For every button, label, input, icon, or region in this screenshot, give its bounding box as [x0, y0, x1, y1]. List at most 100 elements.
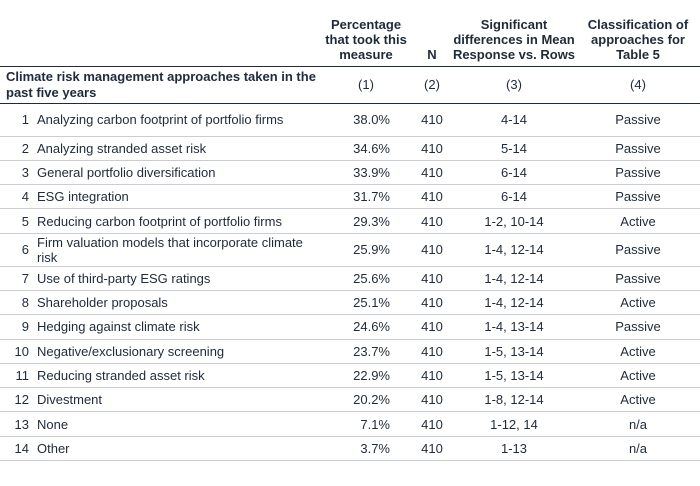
row-classification: Active	[576, 363, 700, 389]
row-percentage: 29.3%	[320, 208, 412, 234]
row-label: ESG integration	[37, 184, 320, 210]
row-number: 11	[0, 363, 37, 389]
row-n: 410	[412, 136, 452, 161]
row-label: General portfolio diversification	[37, 160, 320, 186]
row-n: 410	[412, 436, 452, 462]
table-row: 4 ESG integration 31.7% 410 6-14 Passive	[0, 184, 700, 210]
row-group-title: Climate risk management approaches taken…	[0, 65, 320, 104]
row-label: Hedging against climate risk	[37, 314, 320, 340]
table-row: 7 Use of third-party ESG ratings 25.6% 410 1…	[0, 266, 700, 291]
row-n: 410	[412, 208, 452, 234]
col-number-2: (2)	[412, 65, 452, 104]
row-label: Reducing carbon footprint of portfolio f…	[37, 208, 320, 234]
row-classification: n/a	[576, 411, 700, 437]
row-n: 410	[412, 314, 452, 340]
row-percentage: 33.9%	[320, 160, 412, 186]
row-label: Analyzing carbon footprint of portfolio …	[37, 103, 320, 137]
row-classification: Active	[576, 290, 700, 316]
row-classification: n/a	[576, 436, 700, 462]
row-number: 6	[0, 233, 37, 267]
table-row: 14 Other 3.7% 410 1-13 n/a	[0, 436, 700, 462]
row-differences: 5-14	[452, 136, 576, 161]
table-row: 8 Shareholder proposals 25.1% 410 1-4, 12-14…	[0, 290, 700, 316]
header-classification: Classification of approaches for Table 5	[587, 16, 689, 62]
row-n: 410	[412, 266, 452, 291]
col-number-4: (4)	[576, 65, 700, 104]
row-differences: 6-14	[452, 184, 576, 210]
col-number-3: (3)	[452, 65, 576, 104]
row-percentage: 7.1%	[320, 411, 412, 437]
row-classification: Passive	[576, 160, 700, 186]
header-n: N	[427, 46, 437, 62]
row-n: 410	[412, 290, 452, 316]
row-label: Use of third-party ESG ratings	[37, 266, 320, 291]
row-differences: 1-2, 10-14	[452, 208, 576, 234]
row-n: 410	[412, 160, 452, 186]
row-classification: Active	[576, 339, 700, 364]
row-number: 3	[0, 160, 37, 186]
row-classification: Passive	[576, 136, 700, 161]
row-classification: Passive	[576, 314, 700, 340]
row-percentage: 31.7%	[320, 184, 412, 210]
row-number: 14	[0, 436, 37, 462]
table-row: 9 Hedging against climate risk 24.6% 410 1-4…	[0, 314, 700, 340]
row-differences: 1-5, 13-14	[452, 339, 576, 364]
row-percentage: 25.1%	[320, 290, 412, 316]
row-differences: 1-12, 14	[452, 411, 576, 437]
row-n: 410	[412, 411, 452, 437]
row-n: 410	[412, 103, 452, 137]
row-label: Other	[37, 436, 320, 462]
row-differences: 6-14	[452, 160, 576, 186]
row-percentage: 25.6%	[320, 266, 412, 291]
row-number: 10	[0, 339, 37, 364]
row-differences: 1-13	[452, 436, 576, 462]
row-number: 9	[0, 314, 37, 340]
row-classification: Passive	[576, 233, 700, 267]
row-percentage: 3.7%	[320, 436, 412, 462]
table-row: 3 General portfolio diversification 33.9% 4…	[0, 160, 700, 186]
row-label: Divestment	[37, 387, 320, 413]
table-row: 2 Analyzing stranded asset risk 34.6% 410 5-…	[0, 136, 700, 161]
row-percentage: 20.2%	[320, 387, 412, 413]
row-differences: 1-5, 13-14	[452, 363, 576, 389]
row-percentage: 24.6%	[320, 314, 412, 340]
table-row: 5 Reducing carbon footprint of portfolio …	[0, 208, 700, 234]
table-row: 6 Firm valuation models that incorporate …	[0, 233, 700, 267]
subheader-row: Climate risk management approaches taken…	[0, 65, 700, 104]
row-number: 1	[0, 103, 37, 137]
row-differences: 1-4, 12-14	[452, 290, 576, 316]
row-number: 12	[0, 387, 37, 413]
row-n: 410	[412, 184, 452, 210]
row-label: Firm valuation models that incorporate c…	[37, 233, 320, 267]
row-differences: 4-14	[452, 103, 576, 137]
row-differences: 1-4, 13-14	[452, 314, 576, 340]
row-classification: Passive	[576, 184, 700, 210]
row-label: Reducing stranded asset risk	[37, 363, 320, 389]
table-row: 13 None 7.1% 410 1-12, 14 n/a	[0, 411, 700, 437]
table-row: 11 Reducing stranded asset risk 22.9% 410 1-…	[0, 363, 700, 389]
row-label: Shareholder proposals	[37, 290, 320, 316]
row-number: 2	[0, 136, 37, 161]
row-percentage: 23.7%	[320, 339, 412, 364]
row-classification: Active	[576, 387, 700, 413]
row-differences: 1-8, 12-14	[452, 387, 576, 413]
header-percentage: Percentage that took this measure	[325, 16, 407, 62]
column-header-row: Percentage that took this measure N Sign…	[0, 0, 700, 66]
row-classification: Passive	[576, 266, 700, 291]
row-classification: Active	[576, 208, 700, 234]
table-row: 12 Divestment 20.2% 410 1-8, 12-14 Active	[0, 387, 700, 413]
row-n: 410	[412, 233, 452, 267]
table-row: 1 Analyzing carbon footprint of portfolio…	[0, 103, 700, 137]
row-n: 410	[412, 363, 452, 389]
col-number-1: (1)	[320, 65, 412, 104]
row-differences: 1-4, 12-14	[452, 266, 576, 291]
row-label: Analyzing stranded asset risk	[37, 136, 320, 161]
table-row: 10 Negative/exclusionary screening 23.7% 41…	[0, 339, 700, 364]
row-differences: 1-4, 12-14	[452, 233, 576, 267]
row-percentage: 22.9%	[320, 363, 412, 389]
row-number: 7	[0, 266, 37, 291]
table-body: 1 Analyzing carbon footprint of portfolio…	[0, 103, 700, 462]
row-label: Negative/exclusionary screening	[37, 339, 320, 364]
climate-risk-table: Percentage that took this measure N Sign…	[0, 0, 700, 462]
